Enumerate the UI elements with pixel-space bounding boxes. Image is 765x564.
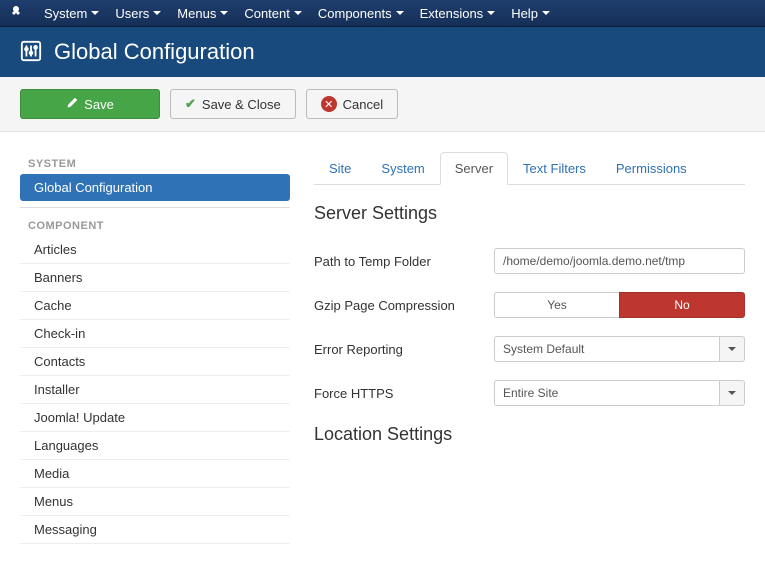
tabs: Site System Server Text Filters Permissi… xyxy=(314,152,745,185)
sidebar-item-menus[interactable]: Menus xyxy=(20,488,290,516)
row-error-reporting: Error Reporting System Default xyxy=(314,336,745,362)
label-path-temp: Path to Temp Folder xyxy=(314,254,494,269)
input-path-temp[interactable] xyxy=(494,248,745,274)
nav-extensions[interactable]: Extensions xyxy=(412,6,504,21)
caret-down-icon xyxy=(396,11,404,15)
sidebar-item-messaging[interactable]: Messaging xyxy=(20,516,290,544)
toggle-gzip: Yes No xyxy=(494,292,745,318)
nav-components[interactable]: Components xyxy=(310,6,412,21)
sidebar-item-contacts[interactable]: Contacts xyxy=(20,348,290,376)
label-force-https: Force HTTPS xyxy=(314,386,494,401)
toolbar: Save ✔ Save & Close ✕ Cancel xyxy=(0,77,765,132)
page-header: Global Configuration xyxy=(0,27,765,77)
caret-down-icon xyxy=(487,11,495,15)
row-force-https: Force HTTPS Entire Site xyxy=(314,380,745,406)
sidebar-item-cache[interactable]: Cache xyxy=(20,292,290,320)
select-force-https[interactable]: Entire Site xyxy=(494,380,745,406)
section-server-settings: Server Settings xyxy=(314,203,745,224)
sidebar-item-check-in[interactable]: Check-in xyxy=(20,320,290,348)
nav-users[interactable]: Users xyxy=(107,6,169,21)
apply-icon xyxy=(66,97,78,112)
caret-down-icon xyxy=(220,11,228,15)
save-button[interactable]: Save xyxy=(20,89,160,119)
select-caret-icon[interactable] xyxy=(719,380,745,406)
tab-system[interactable]: System xyxy=(366,152,439,185)
content-area: SYSTEM Global Configuration COMPONENT Ar… xyxy=(0,132,765,564)
sidebar-item-media[interactable]: Media xyxy=(20,460,290,488)
check-icon: ✔ xyxy=(185,96,196,112)
caret-down-icon xyxy=(542,11,550,15)
tab-permissions[interactable]: Permissions xyxy=(601,152,702,185)
sidebar-item-global-configuration[interactable]: Global Configuration xyxy=(20,174,290,201)
label-gzip: Gzip Page Compression xyxy=(314,298,494,313)
save-close-button[interactable]: ✔ Save & Close xyxy=(170,89,296,119)
joomla-logo-icon[interactable] xyxy=(8,5,24,21)
sidebar-divider xyxy=(20,207,290,208)
sidebar-heading-system: SYSTEM xyxy=(20,152,290,174)
cancel-icon: ✕ xyxy=(321,96,337,112)
section-location-settings: Location Settings xyxy=(314,424,745,445)
tab-text-filters[interactable]: Text Filters xyxy=(508,152,601,185)
sidebar-item-joomla-update[interactable]: Joomla! Update xyxy=(20,404,290,432)
caret-down-icon xyxy=(91,11,99,15)
nav-content[interactable]: Content xyxy=(236,6,310,21)
tab-site[interactable]: Site xyxy=(314,152,366,185)
label-error-reporting: Error Reporting xyxy=(314,342,494,357)
row-path-temp: Path to Temp Folder xyxy=(314,248,745,274)
top-navigation: System Users Menus Content Components Ex… xyxy=(0,0,765,27)
sidebar-item-installer[interactable]: Installer xyxy=(20,376,290,404)
nav-help[interactable]: Help xyxy=(503,6,558,21)
nav-menus[interactable]: Menus xyxy=(169,6,236,21)
select-error-reporting[interactable]: System Default xyxy=(494,336,745,362)
sidebar-item-languages[interactable]: Languages xyxy=(20,432,290,460)
sidebar: SYSTEM Global Configuration COMPONENT Ar… xyxy=(20,152,290,544)
row-gzip: Gzip Page Compression Yes No xyxy=(314,292,745,318)
gzip-yes[interactable]: Yes xyxy=(494,292,619,318)
nav-system[interactable]: System xyxy=(36,6,107,21)
gzip-no[interactable]: No xyxy=(619,292,745,318)
main-panel: Site System Server Text Filters Permissi… xyxy=(314,152,745,544)
equalizer-icon xyxy=(20,40,42,65)
page-title: Global Configuration xyxy=(54,39,255,65)
caret-down-icon xyxy=(153,11,161,15)
tab-server[interactable]: Server xyxy=(440,152,508,185)
select-caret-icon[interactable] xyxy=(719,336,745,362)
select-https-value: Entire Site xyxy=(494,380,719,406)
caret-down-icon xyxy=(294,11,302,15)
sidebar-item-articles[interactable]: Articles xyxy=(20,236,290,264)
sidebar-heading-component: COMPONENT xyxy=(20,214,290,236)
select-error-value: System Default xyxy=(494,336,719,362)
sidebar-item-banners[interactable]: Banners xyxy=(20,264,290,292)
cancel-button[interactable]: ✕ Cancel xyxy=(306,89,398,119)
